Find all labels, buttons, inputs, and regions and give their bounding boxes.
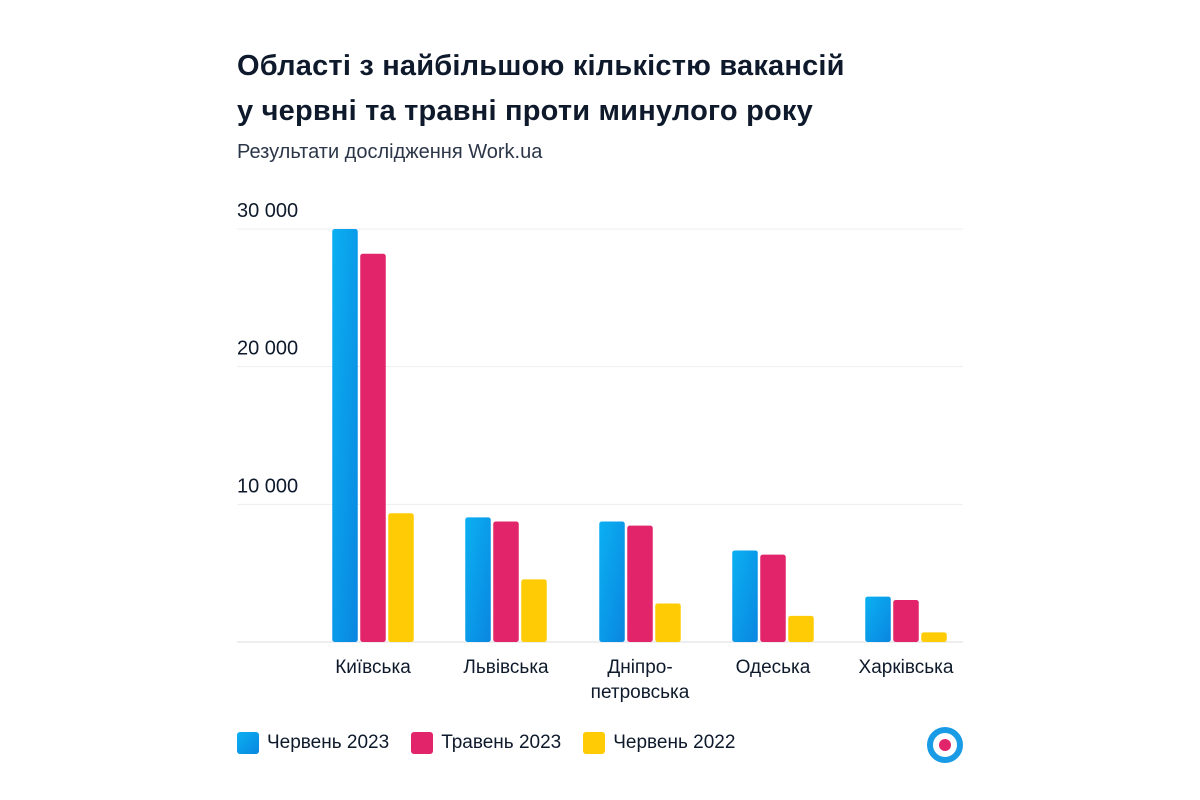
x-tick-label: петровська (591, 682, 690, 703)
bar-1 (465, 517, 491, 642)
title-line: Області з найбільшою кількістю вакансій (237, 50, 845, 82)
y-tick-label: 20 000 (237, 338, 298, 360)
legend: Червень 2023 Травень 2023 Червень 2022 (237, 732, 735, 754)
x-tick-label: Київська (335, 657, 411, 678)
bar-2 (760, 554, 786, 642)
x-tick-label: Харківська (859, 657, 954, 678)
legend-swatch (237, 732, 259, 754)
x-tick-label: Дніпро- (607, 657, 672, 678)
legend-item: Червень 2023 (237, 732, 389, 754)
work-ua-logo-icon (927, 727, 963, 763)
bar-1 (599, 521, 625, 642)
chart-title: Області з найбільшою кількістю вакансій … (237, 44, 845, 134)
bar-2 (360, 253, 386, 642)
legend-label: Червень 2023 (267, 732, 390, 753)
legend-item: Травень 2023 (411, 732, 561, 754)
bar-3 (521, 579, 547, 642)
y-tick-label: 10 000 (237, 475, 298, 497)
bar-2 (627, 525, 653, 642)
bar-1 (865, 596, 891, 642)
bar-2 (493, 521, 519, 642)
legend-label: Червень 2022 (613, 732, 736, 753)
bar-2 (893, 600, 919, 642)
legend-item: Червень 2022 (583, 732, 735, 754)
chart-subtitle: Результати дослідження Work.ua (237, 141, 543, 163)
bar-1 (332, 229, 358, 642)
x-tick-label: Одеська (736, 657, 811, 678)
title-line: у червні та травні проти минулого року (237, 95, 813, 127)
legend-swatch (583, 732, 606, 754)
bar-3 (788, 615, 814, 642)
bar-3 (388, 513, 414, 642)
bar-1 (732, 550, 758, 642)
legend-swatch (411, 732, 434, 754)
bar-3 (655, 603, 681, 642)
y-tick-label: 30 000 (237, 200, 298, 222)
x-tick-label: Львівська (463, 657, 549, 678)
bar-3 (921, 632, 947, 642)
legend-label: Травень 2023 (441, 732, 562, 753)
